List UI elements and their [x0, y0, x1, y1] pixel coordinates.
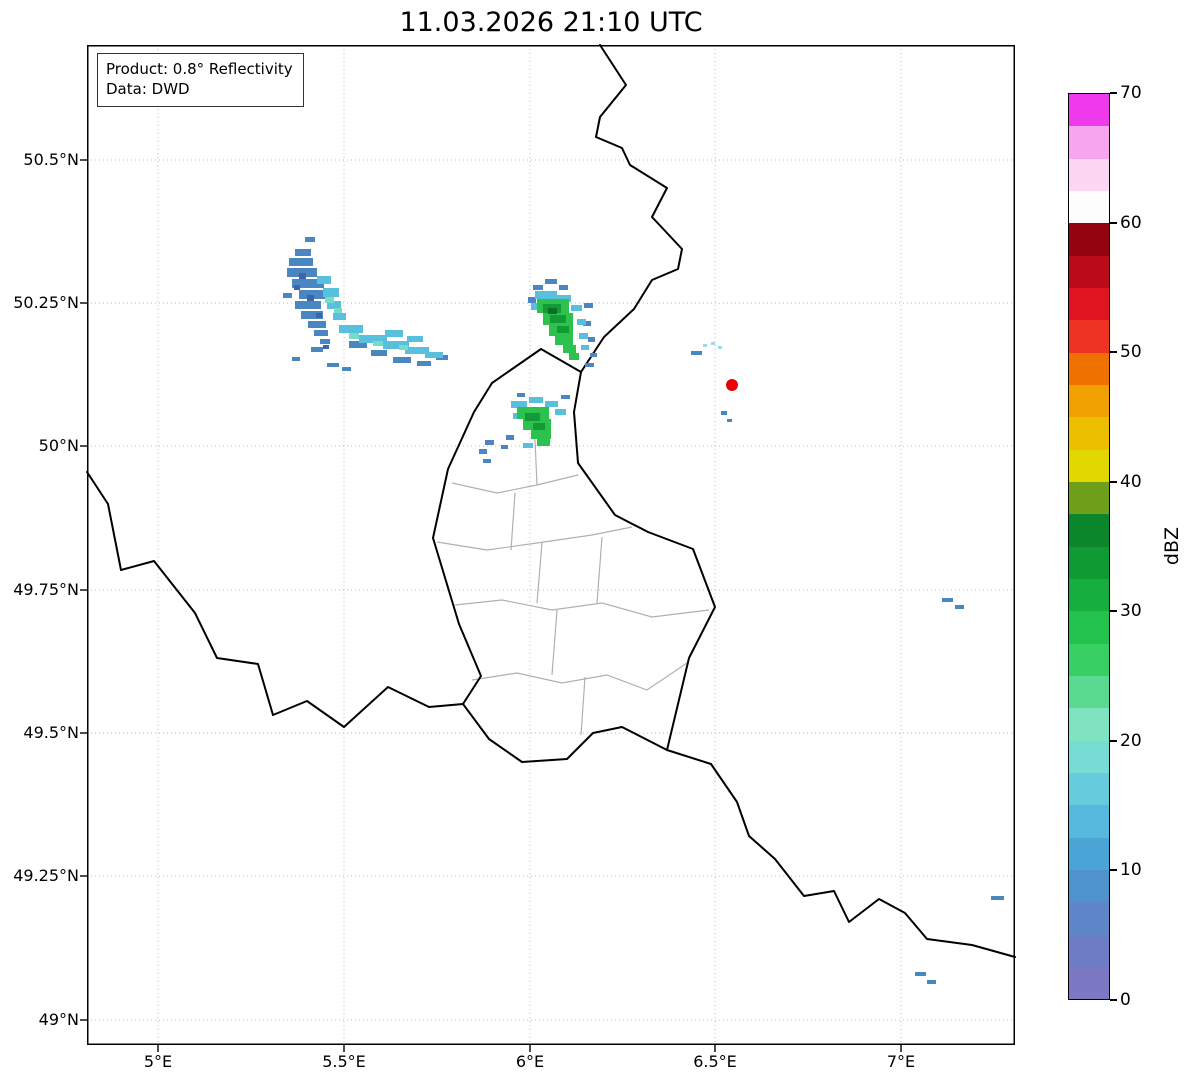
border-france-germany — [666, 749, 1016, 958]
radar-echo-south-cell-green-dark — [525, 413, 545, 430]
colorbar-band — [1069, 449, 1109, 482]
colorbar-tick-mark — [1110, 999, 1117, 1001]
axis-tick-marks — [80, 159, 902, 1052]
colorbar-band — [1069, 934, 1109, 967]
data-source-line: Data: DWD — [106, 80, 190, 99]
colorbar-tick-mark — [1110, 740, 1117, 742]
colorbar-unit-label: dBZ — [1161, 526, 1183, 566]
radar-echo-north-cell-cyan — [531, 291, 589, 350]
colorbar-band — [1069, 708, 1109, 741]
colorbar-band — [1069, 611, 1109, 644]
colorbar-band — [1069, 417, 1109, 450]
colorbar-band — [1069, 902, 1109, 935]
radar-echo-south-cell-fringe — [479, 393, 570, 463]
y-axis-tick-label: 49°N — [38, 1010, 79, 1029]
colorbar-gradient — [1068, 93, 1110, 1000]
radar-echo-north-cell-core — [548, 308, 557, 314]
y-axis-tick-label: 49.5°N — [23, 723, 79, 742]
district-borders — [436, 416, 710, 736]
colorbar-band — [1069, 287, 1109, 321]
radar-echo-nw-teal — [325, 297, 408, 350]
x-axis-tick-label: 5°E — [143, 1052, 173, 1071]
figure-title: 11.03.2026 21:10 UTC — [399, 7, 703, 38]
colorbar-tick-mark — [1110, 92, 1117, 94]
y-axis-tick-label: 49.75°N — [13, 580, 79, 599]
colorbar-band — [1069, 772, 1109, 806]
radar-echo-nw-cyan — [317, 276, 443, 358]
country-borders — [86, 44, 1016, 958]
colorbar-band — [1069, 384, 1109, 418]
colorbar-tick-label: 70 — [1120, 83, 1142, 103]
colorbar-band — [1069, 578, 1109, 612]
y-axis-tick-label: 50.5°N — [23, 150, 79, 169]
colorbar-band — [1069, 320, 1109, 353]
colorbar-tick-mark — [1110, 351, 1117, 353]
radar-echo-north-cell-fringe — [528, 279, 597, 367]
radar-echo-nw-blue — [283, 237, 448, 371]
colorbar-band — [1069, 481, 1109, 515]
colorbar-band — [1069, 869, 1109, 903]
radar-echo-faint-specks — [703, 342, 722, 349]
colorbar-tick-mark — [1110, 222, 1117, 224]
colorbar-tick-mark — [1110, 869, 1117, 871]
border-france-belgium — [86, 471, 464, 728]
colorbar-tick-label: 30 — [1120, 601, 1142, 621]
plot-frame — [87, 45, 1015, 1045]
colorbar-band — [1069, 223, 1109, 256]
colorbar-tick-label: 20 — [1120, 731, 1142, 751]
grid-lines — [87, 45, 1015, 1045]
y-axis-tick-label: 49.25°N — [13, 866, 79, 885]
product-info-box: Product: 0.8° Reflectivity Data: DWD — [97, 53, 304, 107]
colorbar-band — [1069, 514, 1109, 547]
colorbar-band — [1069, 966, 1109, 1000]
colorbar-band — [1069, 352, 1109, 385]
location-marker — [726, 379, 738, 391]
colorbar-band — [1069, 126, 1109, 159]
colorbar-tick-label: 10 — [1120, 860, 1142, 880]
map-canvas — [80, 44, 1016, 1052]
border-luxembourg — [432, 348, 716, 763]
colorbar-tick-mark — [1110, 481, 1117, 483]
border-belgium-germany — [580, 44, 683, 373]
colorbar-tick-label: 40 — [1120, 472, 1142, 492]
x-axis-tick-label: 7°E — [886, 1052, 916, 1071]
x-axis-tick-label: 6.5°E — [693, 1052, 737, 1071]
colorbar-band — [1069, 805, 1109, 838]
colorbar-tick-label: 0 — [1120, 990, 1131, 1010]
x-axis-tick-label: 5.5°E — [322, 1052, 366, 1071]
colorbar-band — [1069, 94, 1109, 127]
y-axis-tick-label: 50.25°N — [13, 293, 79, 312]
colorbar-band — [1069, 546, 1109, 579]
colorbar-band — [1069, 837, 1109, 870]
radar-echo-scattered-specks — [691, 351, 1004, 984]
x-axis-tick-label: 6°E — [515, 1052, 545, 1071]
product-info-line: Product: 0.8° Reflectivity — [106, 60, 293, 78]
radar-echo-nw-blue-dark — [294, 273, 329, 349]
colorbar-band — [1069, 740, 1109, 773]
colorbar-tick-mark — [1110, 610, 1117, 612]
colorbar-band — [1069, 675, 1109, 709]
colorbar-tick-label: 50 — [1120, 342, 1142, 362]
colorbar-band — [1069, 190, 1109, 224]
colorbar-tick-label: 60 — [1120, 213, 1142, 233]
colorbar-band — [1069, 643, 1109, 676]
colorbar-band — [1069, 158, 1109, 191]
y-axis-tick-label: 50°N — [38, 436, 79, 455]
colorbar-band — [1069, 255, 1109, 288]
